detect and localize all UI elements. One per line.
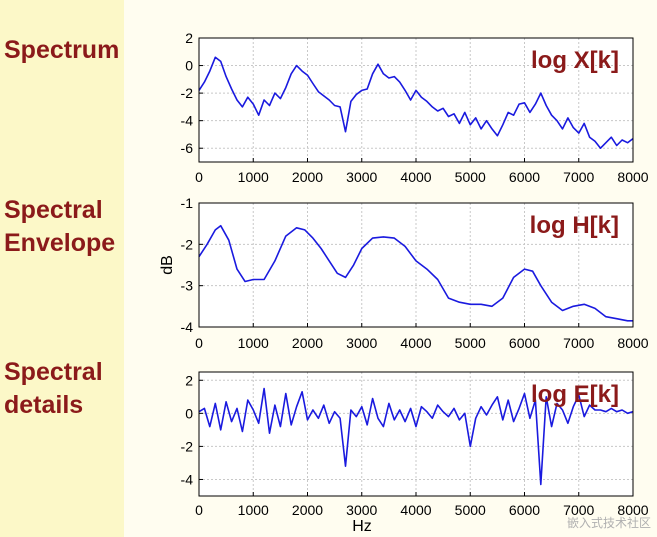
x-tick-label: 3000 (346, 502, 377, 518)
series-annotation: log X[k] (531, 47, 619, 74)
y-tick-label: 0 (185, 58, 193, 74)
x-tick-label: 0 (195, 502, 203, 518)
x-tick-label: 0 (195, 169, 203, 185)
x-tick-label: 8000 (617, 169, 648, 185)
x-tick-label: 7000 (563, 169, 594, 185)
series-annotation: log E[k] (531, 381, 619, 408)
y-tick-label: -6 (181, 140, 194, 156)
label-sidebar (0, 0, 124, 537)
x-tick-label: 2000 (292, 335, 323, 351)
x-tick-label: 6000 (509, 502, 540, 518)
x-tick-label: 8000 (617, 502, 648, 518)
y-tick-label: -2 (181, 85, 194, 101)
x-tick-label: 0 (195, 335, 203, 351)
row-label-envelope: Spectral Envelope (4, 196, 116, 257)
y-tick-label: 0 (185, 405, 193, 421)
row-label-spectrum: Spectrum (4, 36, 120, 64)
x-tick-label: 5000 (455, 502, 486, 518)
x-tick-label: 4000 (400, 502, 431, 518)
x-tick-label: 7000 (563, 335, 594, 351)
x-axis-label: Hz (352, 518, 372, 535)
x-tick-label: 6000 (509, 335, 540, 351)
y-tick-label: 2 (185, 30, 193, 46)
x-tick-label: 6000 (509, 169, 540, 185)
x-tick-label: 8000 (617, 335, 648, 351)
y-tick-label: -2 (181, 236, 194, 252)
series-line (198, 387, 634, 486)
y-tick-label: -4 (181, 113, 194, 129)
x-tick-label: 5000 (455, 169, 486, 185)
x-tick-label: 1000 (238, 502, 269, 518)
x-tick-label: 2000 (292, 169, 323, 185)
y-tick-label: -4 (181, 471, 194, 487)
series-annotation: log H[k] (530, 212, 619, 239)
x-tick-label: 3000 (346, 169, 377, 185)
x-tick-label: 3000 (346, 335, 377, 351)
y-tick-label: -4 (181, 319, 194, 335)
x-tick-label: 1000 (238, 335, 269, 351)
x-tick-label: 4000 (400, 169, 431, 185)
x-tick-label: 7000 (563, 502, 594, 518)
y-tick-label: -1 (181, 195, 194, 211)
row-label-details: Spectral details (4, 358, 103, 419)
x-tick-label: 5000 (455, 335, 486, 351)
x-tick-label: 1000 (238, 169, 269, 185)
watermark: 嵌入式技术社区 (566, 516, 651, 530)
series-line (198, 56, 634, 149)
y-tick-label: -2 (181, 438, 194, 454)
y-tick-label: -3 (181, 278, 194, 294)
x-tick-label: 4000 (400, 335, 431, 351)
series-line (198, 224, 633, 322)
y-tick-label: 2 (185, 372, 193, 388)
x-tick-label: 2000 (292, 502, 323, 518)
y-axis-label: dB (159, 255, 176, 275)
